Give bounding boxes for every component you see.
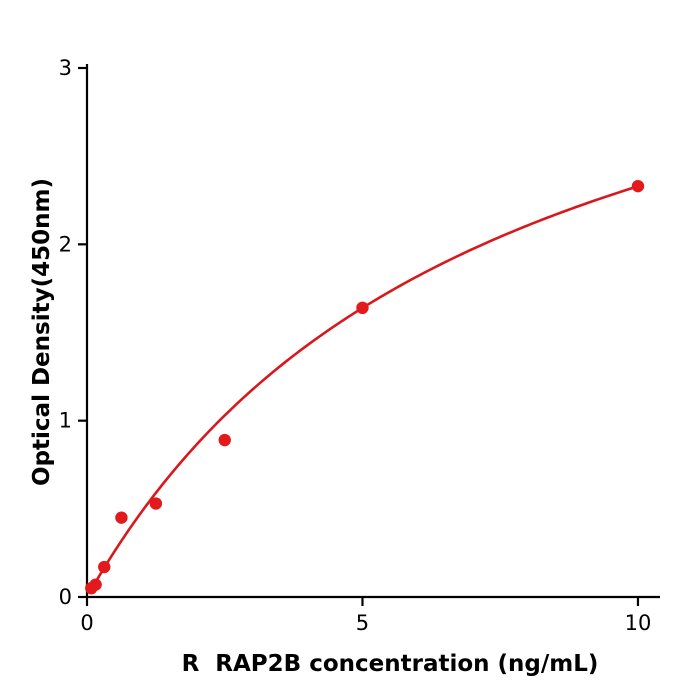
data-point <box>98 560 111 574</box>
data-point <box>89 578 102 591</box>
x-tick-label: 0 <box>80 611 93 635</box>
x-axis-label: R RAP2B concentration (ng/mL) <box>181 651 599 677</box>
fit-curve <box>90 185 640 591</box>
data-point <box>115 511 128 524</box>
data-point <box>356 301 369 315</box>
y-tick-label: 3 <box>59 56 72 80</box>
data-point <box>218 433 231 447</box>
y-tick-label: 0 <box>59 585 72 609</box>
y-tick-label: 2 <box>59 232 72 256</box>
y-axis-label: Optical Density(450nm) <box>29 178 55 486</box>
data-point <box>149 497 163 510</box>
x-tick-label: 5 <box>356 611 369 635</box>
y-tick-label: 1 <box>59 409 72 433</box>
x-tick-label: 10 <box>625 611 652 635</box>
data-point <box>631 179 645 193</box>
